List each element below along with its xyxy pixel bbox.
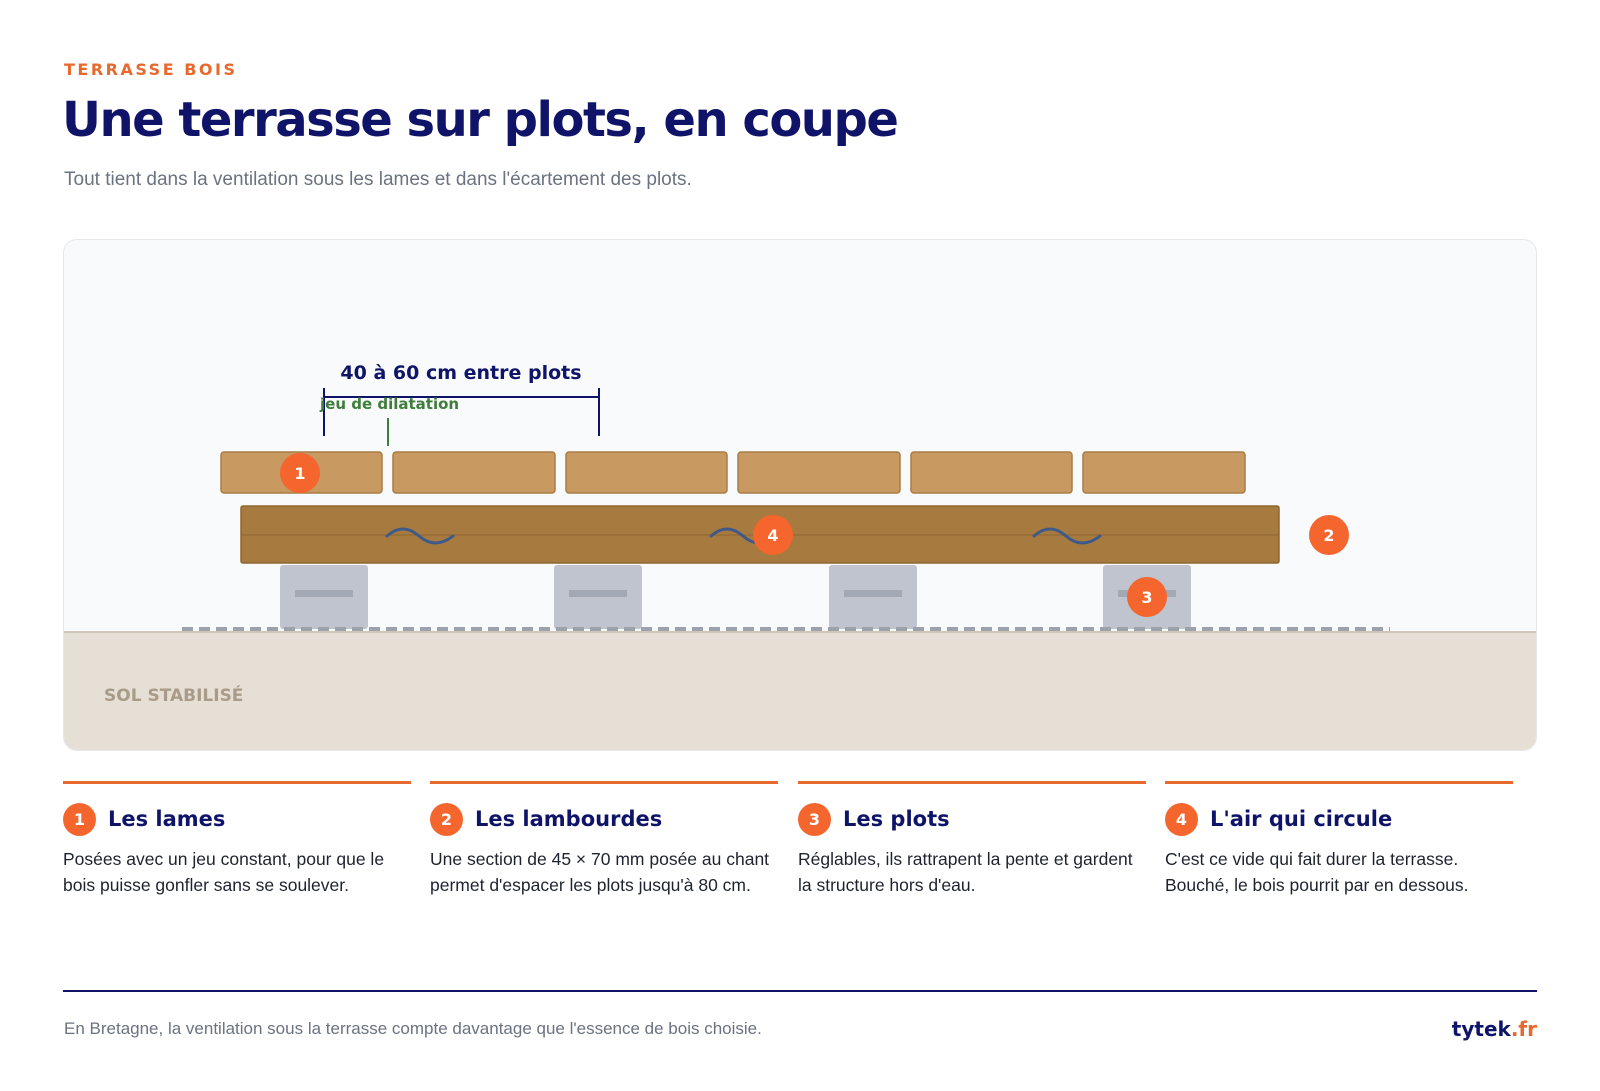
lame-board: [737, 451, 901, 494]
card-title: Les lambourdes: [475, 807, 663, 831]
legend-cards: 1 Les lames Posées avec un jeu constant,…: [63, 781, 1537, 941]
plot: [554, 565, 642, 629]
brand-name: tytek: [1451, 1017, 1511, 1041]
svg-text:4: 4: [767, 526, 778, 545]
brand-tld: .fr: [1510, 1017, 1537, 1041]
lame-board: [565, 451, 728, 494]
ground-label: SOL STABILISÉ: [104, 684, 243, 706]
legend-card-plots: 3 Les plots Réglables, ils rattrapent la…: [798, 781, 1146, 898]
legend-card-lambourdes: 2 Les lambourdes Une section de 45 × 70 …: [430, 781, 778, 898]
plot: [829, 565, 917, 629]
cross-section-diagram: SOL STABILISÉ: [63, 239, 1537, 751]
marker-3: 3: [1127, 577, 1167, 617]
card-text: Réglables, ils rattrapent la pente et ga…: [798, 849, 1133, 895]
brand-logo: tytek.fr: [1452, 1017, 1537, 1041]
card-title: Les lames: [108, 807, 226, 831]
marker-4: 4: [753, 515, 793, 555]
card-number-badge: 1: [63, 802, 96, 836]
card-text: Une section de 45 × 70 mm posée au chant…: [430, 849, 770, 895]
page-title: Une terrasse sur plots, en coupe: [62, 92, 899, 148]
svg-text:1: 1: [294, 464, 305, 483]
card-number-badge: 3: [798, 802, 831, 836]
card-title: Les plots: [843, 807, 950, 831]
lame-board: [1082, 451, 1246, 494]
page-subtitle: Tout tient dans la ventilation sous les …: [64, 169, 692, 190]
eyebrow-label: TERRASSE BOIS: [64, 60, 238, 79]
airflow-wave-icon: [385, 527, 455, 545]
airflow-wave-icon: [1032, 527, 1102, 545]
footer-divider: [63, 990, 1537, 992]
card-text: Posées avec un jeu constant, pour que le…: [63, 849, 385, 895]
cross-section-svg: SOL STABILISÉ: [64, 362, 1536, 750]
ground-layer: [64, 632, 1536, 750]
spacing-dimension: [323, 388, 600, 436]
legend-card-lames: 1 Les lames Posées avec un jeu constant,…: [63, 781, 411, 898]
footer-note: En Bretagne, la ventilation sous la terr…: [64, 1019, 762, 1038]
lame-board: [392, 451, 556, 494]
marker-2: 2: [1309, 515, 1349, 555]
card-title: L'air qui circule: [1210, 807, 1393, 831]
svg-text:2: 2: [1323, 526, 1334, 545]
lame-board: [910, 451, 1073, 494]
expansion-gap-label: jeu de dilatation: [319, 395, 459, 413]
svg-text:3: 3: [1141, 588, 1152, 607]
card-number-badge: 4: [1165, 802, 1198, 836]
card-text: C'est ce vide qui fait durer la terrasse…: [1165, 849, 1469, 895]
legend-card-air: 4 L'air qui circule C'est ce vide qui fa…: [1165, 781, 1513, 898]
spacing-label: 40 à 60 cm entre plots: [340, 362, 581, 384]
plot: [280, 565, 368, 629]
card-number-badge: 2: [430, 802, 463, 836]
marker-1: 1: [280, 453, 320, 493]
